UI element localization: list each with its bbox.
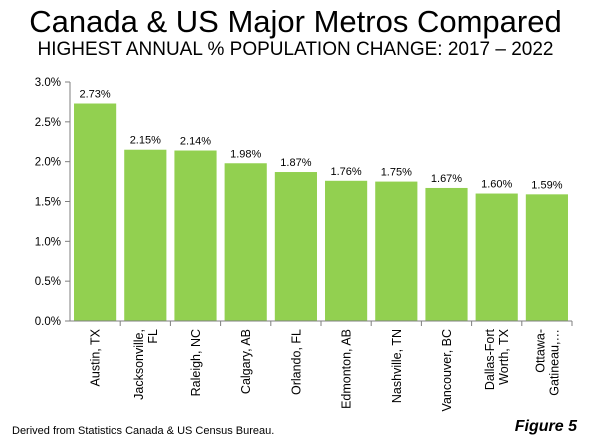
x-category-label: Edmonton, AB bbox=[340, 329, 354, 409]
bar bbox=[325, 180, 368, 321]
bar bbox=[525, 194, 568, 321]
chart-subtitle: HIGHEST ANNUAL % POPULATION CHANGE: 2017… bbox=[37, 39, 554, 60]
data-label: 1.98% bbox=[230, 148, 261, 160]
x-category-label-line: Orlando, FL bbox=[289, 329, 303, 395]
bar bbox=[425, 187, 468, 321]
x-category-label: Orlando, FL bbox=[289, 329, 303, 395]
data-label: 2.14% bbox=[180, 136, 211, 148]
bar bbox=[375, 181, 418, 321]
bar bbox=[224, 163, 267, 321]
chart-title: Canada & US Major Metros Compared bbox=[29, 4, 562, 39]
y-tick-label: 1.0% bbox=[35, 236, 61, 248]
x-category-label-line: FL bbox=[146, 329, 160, 344]
y-tick-label: 0.5% bbox=[35, 276, 61, 288]
x-category-label: Ottawa-Gatineau,… bbox=[533, 329, 561, 396]
x-category-label: Nashville, TN bbox=[390, 329, 404, 403]
x-category-label-line: Austin, TX bbox=[89, 328, 103, 386]
bar bbox=[124, 149, 167, 321]
y-tick-label: 3.0% bbox=[35, 77, 61, 89]
x-category-label-line: Raleigh, NC bbox=[189, 329, 203, 396]
data-label: 1.60% bbox=[481, 179, 512, 191]
x-category-label: Raleigh, NC bbox=[189, 329, 203, 396]
x-category-label-line: Vancouver, BC bbox=[440, 329, 454, 411]
x-category-label-line: Jacksonville, bbox=[132, 329, 146, 400]
bar bbox=[274, 172, 317, 321]
source-note: Derived from Statistics Canada & US Cens… bbox=[12, 425, 275, 437]
axes bbox=[65, 81, 573, 326]
y-tick-label: 2.0% bbox=[35, 157, 61, 169]
x-category-label: Austin, TX bbox=[89, 328, 103, 386]
x-category-label-line: Edmonton, AB bbox=[340, 329, 354, 409]
data-label: 1.87% bbox=[280, 157, 311, 169]
figure-label: Figure 5 bbox=[514, 418, 577, 435]
x-category-label: Calgary, AB bbox=[239, 329, 253, 394]
data-label: 1.59% bbox=[531, 179, 562, 191]
y-tick-label: 0.0% bbox=[35, 316, 61, 328]
x-category-label-line: Worth, TX bbox=[497, 328, 511, 384]
x-axis-labels: Austin, TX Jacksonville,FL Raleigh, NC Calg… bbox=[89, 328, 562, 411]
x-category-label-line: Gatineau,… bbox=[547, 329, 561, 396]
bar bbox=[475, 193, 518, 321]
data-label: 2.15% bbox=[130, 135, 161, 147]
x-category-label: Jacksonville,FL bbox=[132, 329, 160, 400]
y-tick-label: 2.5% bbox=[35, 117, 61, 129]
bar bbox=[174, 150, 217, 321]
bar bbox=[74, 103, 117, 321]
y-axis-ticks: 0.0% 0.5% 1.0% 1.5% 2.0% 2.5% 3.0% bbox=[35, 77, 61, 328]
x-category-label: Vancouver, BC bbox=[440, 329, 454, 411]
x-category-label-line: Ottawa- bbox=[533, 329, 547, 373]
x-category-label-line: Nashville, TN bbox=[390, 329, 404, 403]
data-label: 1.75% bbox=[381, 167, 412, 179]
data-label: 1.67% bbox=[431, 173, 462, 185]
bars bbox=[74, 103, 568, 321]
x-category-label: Dallas-FortWorth, TX bbox=[483, 328, 511, 390]
data-label: 1.76% bbox=[330, 166, 361, 178]
data-label: 2.73% bbox=[79, 89, 110, 101]
x-category-label-line: Calgary, AB bbox=[239, 329, 253, 394]
data-labels: 2.73% 2.15% 2.14% 1.98% 1.87% 1.76% 1.75% 1.67%… bbox=[79, 89, 562, 192]
x-category-label-line: Dallas-Fort bbox=[483, 328, 497, 390]
y-tick-label: 1.5% bbox=[35, 197, 61, 209]
